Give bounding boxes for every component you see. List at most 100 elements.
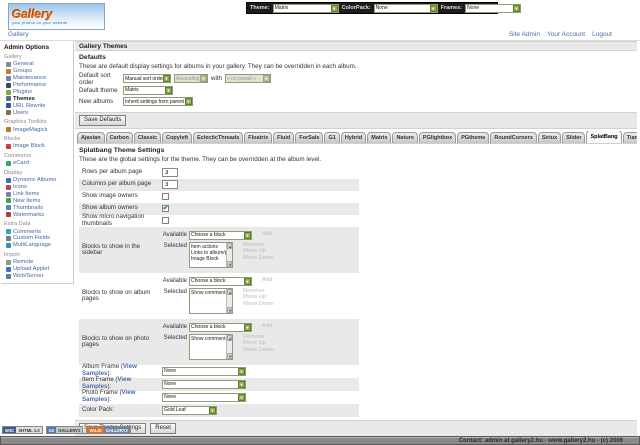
choose-block-select[interactable]: Choose a block ▼ [189, 322, 252, 332]
reset-button[interactable]: Reset [150, 422, 176, 434]
breadcrumb[interactable]: Gallery [8, 31, 29, 38]
tab-hybrid[interactable]: Hybrid [340, 131, 367, 143]
default-theme-select[interactable]: Matrix ▼ [123, 85, 173, 95]
listbox-scrollbar[interactable]: ▲ ▼ [226, 288, 232, 313]
save-defaults-button[interactable]: Save Defaults [79, 114, 127, 126]
album-frame-select[interactable]: None ▼ [162, 366, 246, 376]
selected-blocks-list[interactable]: Show comments ▲ ▼ [189, 287, 233, 314]
sidebar-item-thumbnails[interactable]: Thumbnails [4, 204, 71, 211]
sidebar-item-users[interactable]: Users [4, 109, 71, 116]
tab-g1[interactable]: G1 [324, 131, 340, 143]
sidebar-item-multilanguage[interactable]: MultiLanguage [4, 242, 71, 249]
tab-copyleft[interactable]: Copyleft [162, 131, 193, 143]
sidebar-item-custom-fields[interactable]: Custom Fields [4, 235, 71, 242]
sidebar-item-web-server[interactable]: Web/Server [4, 273, 71, 280]
g2-gallery2-badge[interactable]: G2 GALLERY2 [45, 426, 84, 434]
sidebar-item-general[interactable]: General [4, 61, 71, 68]
scroll-down-icon[interactable]: ▼ [227, 260, 232, 267]
color-pack-select[interactable]: Gold Leaf ▼ [162, 405, 217, 415]
your-account-link[interactable]: Your Account [547, 31, 586, 38]
logout-link[interactable]: Logout [592, 31, 612, 38]
default-sort-order-label: Default sort order [79, 71, 111, 86]
tab-classic[interactable]: Classic [133, 131, 162, 143]
listbox-scrollbar[interactable]: ▲ ▼ [226, 334, 232, 359]
site-admin-link[interactable]: Site Admin [508, 31, 541, 38]
frames-select[interactable]: None ▼ [465, 3, 522, 13]
scroll-down-icon[interactable]: ▼ [227, 352, 232, 359]
sidebar-item-performance[interactable]: Performance [4, 82, 71, 89]
show-micro-navigation-thumbnails-checkbox[interactable] [162, 217, 169, 224]
scroll-up-icon[interactable]: ▲ [227, 288, 232, 295]
colorpack-select[interactable]: None ▼ [373, 3, 438, 13]
url-rewrite-icon [6, 103, 11, 109]
show-album-owners-checkbox[interactable]: ✔ [162, 205, 169, 212]
scroll-down-icon[interactable]: ▼ [227, 306, 232, 313]
valid-gallery2-badge[interactable]: VALID GALLERY2 [86, 426, 131, 434]
sidebar-item-groups[interactable]: Groups [4, 68, 71, 75]
item-frame-select[interactable]: None ▼ [162, 379, 246, 389]
list-item-item-actions[interactable]: Item actions [191, 243, 218, 250]
theme-select[interactable]: Matrix ▼ [272, 3, 339, 13]
sidebar-item-maintenance[interactable]: Maintenance [4, 75, 71, 82]
tab-tian[interactable]: Tian [622, 131, 637, 143]
sidebar-item-themes[interactable]: Themes [4, 95, 71, 102]
listbox-scrollbar[interactable]: ▲ ▼ [226, 242, 232, 267]
theme-settings-description: These are the global settings for the th… [79, 155, 322, 163]
sidebar-section-heading-display: Display [4, 169, 23, 176]
tab-matrix[interactable]: Matrix [367, 131, 392, 143]
columns-per-album-page-input[interactable] [162, 180, 178, 189]
w3c-xhtml-1-0-badge[interactable]: W3C XHTML 1.0 [2, 426, 43, 434]
sidebar-item-dynamic-albums[interactable]: Dynamic Albums [4, 177, 71, 184]
tab-pgtheme[interactable]: PGtheme [457, 131, 490, 143]
sidebar-item-icons[interactable]: Icons [4, 184, 71, 191]
tab-pglightbox[interactable]: PGlightbox [418, 131, 457, 143]
list-item-show-comments[interactable]: Show comments [191, 289, 226, 296]
tab-splatbang[interactable]: SplatBang [586, 130, 622, 143]
choose-block-select[interactable]: Choose a block ▼ [189, 230, 252, 240]
sidebar-item-comments[interactable]: Comments [4, 228, 71, 235]
selected-blocks-list[interactable]: Show comments ▲ ▼ [189, 333, 233, 360]
list-item-links-to-album-photo-peers[interactable]: Links to album/photo peers [191, 249, 226, 256]
tab-ajaxian[interactable]: Ajaxian [77, 131, 105, 143]
block-actions: Remove Move Up Move Down [243, 334, 274, 354]
list-item-image-block[interactable]: Image Block [191, 255, 219, 262]
tab-roundcorners[interactable]: RoundCorners [490, 131, 537, 143]
sidebar-item-imagemagick[interactable]: ImageMagick [4, 126, 71, 133]
sidebar-item-image-block[interactable]: Image Block [4, 143, 71, 150]
thumbnails-icon [6, 205, 11, 211]
scroll-up-icon[interactable]: ▲ [227, 242, 232, 249]
photo-frame-select[interactable]: None ▼ [162, 392, 246, 402]
rows-per-album-page-input[interactable] [162, 168, 178, 177]
sidebar-item-ecard[interactable]: eCard [4, 160, 71, 167]
sidebar-item-new-items[interactable]: New Items [4, 197, 71, 204]
tab-fluid[interactable]: Fluid [273, 131, 295, 143]
sidebar-item-url-rewrite[interactable]: URL Rewrite [4, 102, 71, 109]
view-samples-link[interactable]: View Samples [82, 376, 132, 390]
tab-forsale[interactable]: ForSale [295, 131, 324, 143]
tab-siriux[interactable]: Siriux [537, 131, 562, 143]
scroll-up-icon[interactable]: ▲ [227, 334, 232, 341]
defaults-heading: Defaults [79, 54, 106, 61]
choose-block-select[interactable]: Choose a block ▼ [189, 276, 252, 286]
list-item-show-comments[interactable]: Show comments [191, 335, 226, 342]
setting-row-color-pack: Color Pack: Gold Leaf ▼ [79, 403, 359, 417]
view-samples-link[interactable]: View Samples [82, 363, 137, 377]
new-albums-select[interactable]: Inherit settings from parent album ▼ [123, 97, 193, 106]
tab-carbon[interactable]: Carbon [105, 131, 133, 143]
sidebar-item-remote[interactable]: Remote [4, 259, 71, 266]
tab-slider[interactable]: Slider [562, 131, 586, 143]
upload-applet-icon [6, 266, 11, 272]
show-image-owners-checkbox[interactable] [162, 193, 169, 200]
gallery-logo[interactable]: Gallery your photos on your website [8, 3, 105, 30]
sort-order-select[interactable]: Manual sort order ▼ [123, 74, 171, 83]
sidebar-item-plugins[interactable]: Plugins [4, 89, 71, 96]
sidebar-item-link-items[interactable]: Link Items [4, 191, 71, 198]
sidebar-item-watermarks[interactable]: Watermarks [4, 211, 71, 218]
tab-floatrix[interactable]: Floatrix [244, 131, 273, 143]
sidebar-item-upload-applet[interactable]: Upload Applet [4, 266, 71, 273]
tab-nature[interactable]: Nature [392, 131, 418, 143]
tab-eclecticthreads[interactable]: EclecticThreads [193, 131, 244, 143]
view-samples-link[interactable]: View Samples [82, 389, 136, 403]
